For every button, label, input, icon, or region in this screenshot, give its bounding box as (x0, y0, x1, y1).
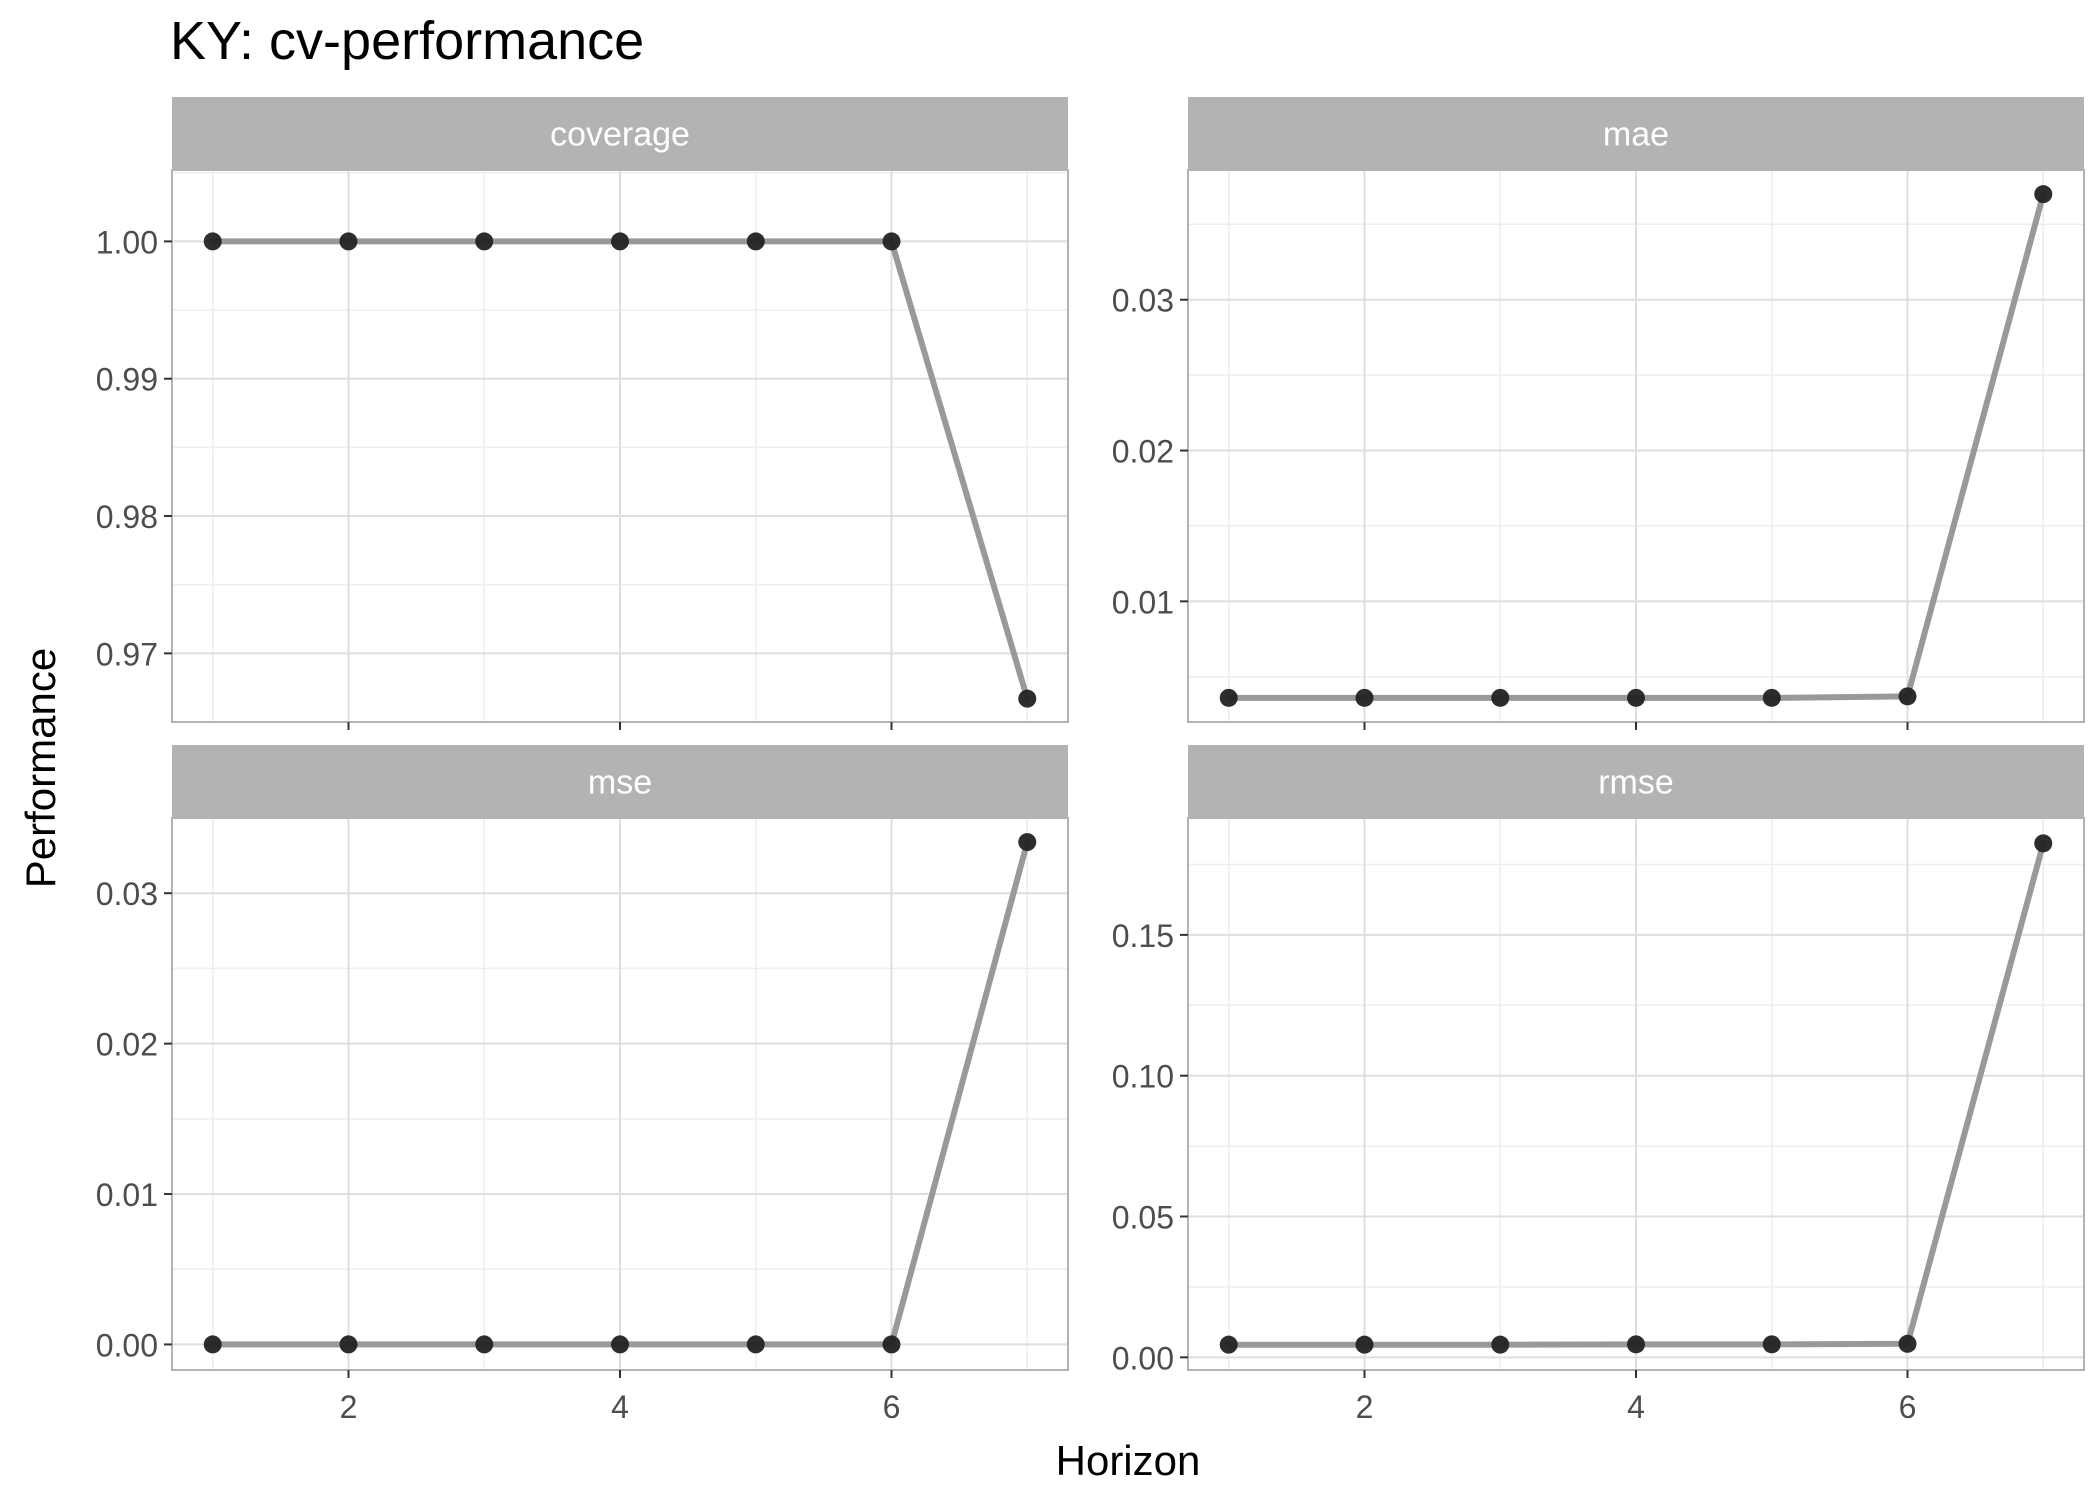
y-tick-label: 0.97 (96, 636, 158, 672)
data-point (1219, 688, 1238, 707)
x-tick-label: 4 (611, 1389, 629, 1425)
facet-panel-mae: mae 0.01 0.02 0.03 (1112, 97, 2085, 730)
facet-strip-label: rmse (1598, 764, 1674, 802)
data-point (475, 232, 494, 251)
y-tick-label: 0.01 (1112, 584, 1174, 620)
data-point (2034, 834, 2053, 853)
data-point (1355, 1335, 1374, 1354)
x-tick-label: 2 (340, 1389, 358, 1425)
data-point (611, 1335, 629, 1354)
y-axis-title: Performance (17, 648, 64, 888)
data-point (882, 232, 901, 251)
y-tick-label: 0.10 (1112, 1059, 1174, 1095)
y-tick-label: 0.02 (96, 1027, 158, 1063)
data-point (1762, 688, 1781, 707)
y-tick-label: 0.99 (96, 362, 158, 398)
y-tick-label: 0.98 (96, 499, 158, 535)
data-point (203, 232, 222, 251)
facet-panel-rmse: rmse 0.00 0.05 0.10 0.15 2 4 6 (1112, 745, 2085, 1425)
data-point (1491, 688, 1510, 707)
data-point (1018, 833, 1037, 852)
data-point (339, 1335, 358, 1354)
data-point (1219, 1335, 1238, 1354)
data-point (1018, 689, 1037, 708)
data-point (1898, 1334, 1917, 1353)
facet-strip (172, 745, 1068, 818)
facet-strip (1188, 745, 2084, 818)
y-tick-label: 0.05 (1112, 1200, 1174, 1236)
data-point (339, 232, 358, 251)
data-point (1355, 688, 1374, 707)
data-point (1762, 1335, 1781, 1354)
facet-strip (172, 97, 1068, 170)
facet-panel-coverage: coverage 0.97 0.98 0.99 1.00 (96, 97, 1069, 730)
facet-panel-mse: mse 0.00 0.01 0.02 0.03 2 4 6 (96, 745, 1069, 1425)
x-axis-title: Horizon (1056, 1437, 1201, 1484)
data-point (746, 232, 765, 251)
x-tick-label: 6 (1899, 1389, 1917, 1425)
data-point (882, 1335, 901, 1354)
facet-strip (1188, 97, 2084, 170)
facet-strip-label: mse (588, 764, 652, 802)
chart-title: KY: cv-performance (170, 11, 645, 71)
y-tick-label: 0.00 (96, 1327, 158, 1363)
x-tick-label: 2 (1356, 1389, 1374, 1425)
data-point (1627, 688, 1645, 707)
data-point (1898, 687, 1917, 706)
y-tick-label: 0.03 (96, 876, 158, 912)
data-point (611, 232, 629, 251)
x-tick-label: 4 (1627, 1389, 1645, 1425)
x-tick-label: 6 (883, 1389, 901, 1425)
data-point (203, 1335, 222, 1354)
y-tick-label: 0.03 (1112, 283, 1174, 319)
facet-strip-label: coverage (550, 116, 690, 154)
data-point (1627, 1335, 1645, 1354)
data-point (2034, 185, 2053, 204)
y-tick-label: 0.01 (96, 1177, 158, 1213)
y-tick-label: 1.00 (96, 224, 158, 260)
y-tick-label: 0.15 (1112, 918, 1174, 954)
y-tick-label: 0.02 (1112, 434, 1174, 470)
data-point (746, 1335, 765, 1354)
facet-panels: coverage0.970.980.991.00mae0.010.020.03m… (96, 97, 2085, 1425)
facet-strip-label: mae (1603, 116, 1669, 154)
data-point (475, 1335, 494, 1354)
y-tick-label: 0.00 (1112, 1340, 1174, 1376)
data-point (1491, 1335, 1510, 1354)
